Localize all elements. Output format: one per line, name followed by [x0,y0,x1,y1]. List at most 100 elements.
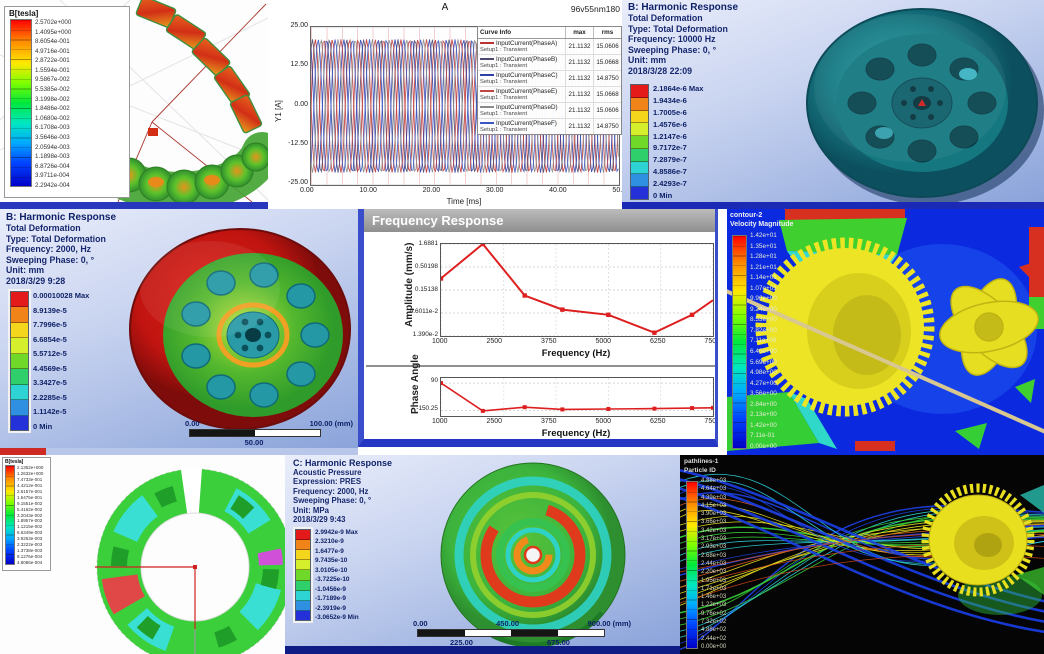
panel-harmonic-10000: B: Harmonic Response Total Deformation Ty… [622,0,1044,202]
colorbar-segment [296,590,310,601]
colorbar-segment [631,110,648,124]
colorbar-labels: 2.1864e-6 Max 1.9434e-6 1.7005e-6 1.4576e-6… [653,84,703,200]
result-detail-line: Frequency: 10000 Hz [628,34,716,45]
colorbar-tick: 1.5594e-001 [35,66,70,74]
colorbar-tick: 9.1551e-002 [17,500,43,506]
colorbar-segment [296,530,310,541]
deformation-colorbar: 0.00010028 Max 8.9139e-5 7.7996e-5 6.6854e-… [8,289,89,433]
ruler-bar [189,429,321,437]
colorbar-segment [631,85,648,98]
y-tick: 12.50 [290,61,308,69]
colorbar-tick: 5.5385e-002 [35,86,70,94]
colorbar-segment [631,148,648,162]
panel-cfd-contour: contour-2 Velocity Magnitude 1.42e+01 1.3… [727,209,1044,455]
y-tick: 4.6011e-2 [409,308,438,316]
colorbar-segment [296,550,310,561]
phase-x-axis-label: Frequency (Hz) [541,428,611,439]
result-detail-line: Frequency: 2000, Hz [293,486,369,496]
phase-y-tick-90: 90 [430,377,438,384]
colorbar-tick: 2.5702e+000 [35,19,72,26]
colorbar-label: 7.2879e-7 [653,155,687,165]
curve-legend-row: InputCurrent(PhaseB) Setup1 : Transient … [478,55,621,71]
contour-legend-title: contour-2 Velocity Magnitude [730,212,793,229]
colorbar-labels: 0.00010028 Max 8.9139e-5 7.7996e-5 6.6854e-… [33,291,89,431]
colorbar-label: 1.2147e-6 [653,131,687,141]
curve-name: InputCurrent(PhaseA) [496,40,558,47]
colorbar-label: 1.7005e-6 [653,107,687,117]
result-detail-line: Total Deformation [6,223,81,233]
x-tick: 0.00 [300,187,314,194]
result-detail-line: Unit: MPa [293,505,329,515]
colorbar-tick: 9.5867e-002 [35,76,70,84]
colorbar-tick: 3.9711e-004 [35,172,70,180]
b-field-legend-title: B[tesla] [5,459,24,465]
colorbar-tick: 1.28e+01 [750,253,777,261]
velocity-tick-labels: 1.42e+01 1.35e+01 1.28e+01 1.21e+01 1.14e+01… [750,232,777,450]
plot-title: A [441,2,449,13]
colorbar-tick: 1.22e+03 [701,602,727,609]
curve-max-value: 21.1132 [565,87,593,102]
curve-rms-value: 14.8750 [593,71,621,86]
x-tick: 10.00 [359,187,377,194]
colorbar-tick: 4.8086e-004 [17,560,43,565]
colorbar-tick: 3.5646e-003 [35,133,70,141]
colorbar-label: 2.4293e-7 [653,179,687,188]
colorbar-segment [11,322,28,339]
colorbar-tick: 1.8486e-002 [35,105,70,113]
colorbar-segment [631,97,648,111]
legend-header-rms: rms [593,27,621,38]
colorbar-segment [296,580,310,591]
curve-line-sample [480,42,494,45]
deformation-colorbar: 2.1864e-6 Max 1.9434e-6 1.7005e-6 1.4576e-6… [630,84,703,200]
x-tick-labels: 0.00 10.00 20.00 30.00 40.00 50.00 [300,187,622,194]
curve-name-cell: InputCurrent(PhaseE) Setup1 : Transient [478,87,565,102]
curve-max-value: 21.1132 [565,103,593,118]
curve-legend-row: InputCurrent(PhaseA) Setup1 : Transient … [478,39,621,55]
colorbar-tick: 1.42e+00 [750,421,777,429]
colorbar-segment [296,600,310,611]
colorbar-tick: 2.44e+03 [701,560,727,567]
colorbar-segment [11,369,28,385]
colorbar-tick: 2.6157e-001 [17,488,43,494]
colorbar-tick: 1.42e+01 [750,232,777,239]
result-detail-line: Unit: mm [628,55,667,66]
colorbar-labels: 2.9942e-9 Max 2.3210e-9 1.6477e-9 9.7435e-1… [315,529,359,621]
colorbar-segment [11,384,28,401]
colorbar-segment [631,187,648,200]
colorbar-label: -2.3919e-9 [315,604,346,612]
teal-wheel-render [806,8,1044,202]
curve-rms-value: 15.0668 [593,55,621,70]
colorbar-tick: 4.88e+02 [701,627,727,634]
curve-name-cell: InputCurrent(PhaseF) Setup1 : Transient [478,119,565,134]
curve-max-value: 21.1132 [565,119,593,134]
colorbar-tick: 1.2632e+000 [17,470,44,476]
x-tick: 20.00 [422,187,441,194]
colorbar-tick: 6.8726e-004 [35,162,70,170]
colorbar-label: 6.6854e-5 [33,334,67,344]
curve-name: InputCurrent(PhaseC) [496,72,558,79]
y-tick: 0.50198 [414,262,438,270]
result-detail-line: Type: Total Deformation [6,233,106,244]
contour-quantity: Velocity Magnitude [730,220,794,228]
colorbar-label: 2.1864e-6 Max [653,84,704,93]
ruler-bar [417,629,605,637]
ruler-label: 0.00 [413,619,428,628]
colorbar-label: 0 Min [33,421,53,431]
ruler-label: 225.00 [450,638,473,646]
y-tick-labels: 25.00 12.50 0.00 -12.50 -25.00 [280,22,308,186]
colorbar-tick: 3.2043e-002 [17,512,43,518]
colorbar-segment [296,540,310,551]
colorbar-tick: 4.64e+03 [701,486,727,493]
curve-setup: Setup1 : Transient [480,95,528,101]
colorbar-segment [296,570,310,581]
b-field-colorbar [5,465,15,565]
curve-name-cell: InputCurrent(PhaseD) Setup1 : Transient [478,103,565,118]
colorbar-tick: 1.0680e-002 [35,114,70,122]
curve-name: InputCurrent(PhaseD) [496,104,558,111]
amplitude-y-ticks: 1.6881 0.50198 0.15138 4.6011e-2 1.390e-2 [406,240,438,338]
curve-name: InputCurrent(PhaseF) [496,120,557,127]
acoustic-disc-render [440,462,626,646]
colorbar-tick: 1.5475e-001 [17,494,43,500]
colorbar-segments [8,289,31,433]
colorbar-tick: 2.2942e-004 [35,181,70,189]
